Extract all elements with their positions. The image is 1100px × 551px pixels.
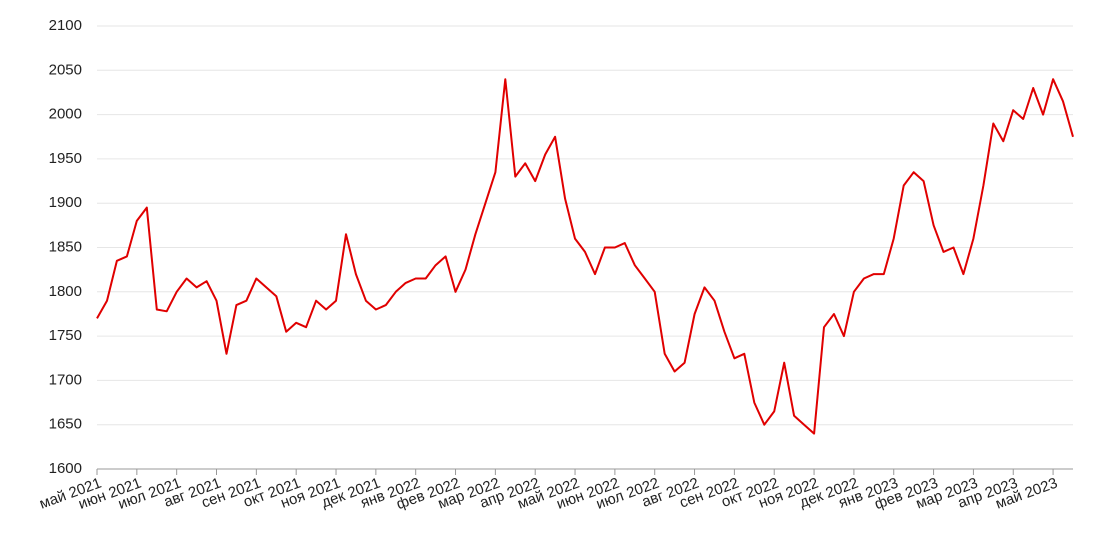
y-tick-label: 2000: [49, 106, 82, 123]
y-tick-label: 2050: [49, 61, 82, 78]
y-tick-label: 2100: [49, 17, 82, 34]
y-tick-label: 1700: [49, 371, 82, 388]
price-line: [96, 78, 1074, 435]
y-tick-label: 1900: [49, 194, 82, 211]
y-tick-label: 1850: [49, 238, 82, 255]
y-tick-label: 1800: [49, 283, 82, 300]
y-tick-label: 1750: [49, 327, 82, 344]
y-tick-label: 1950: [49, 150, 82, 167]
y-tick-label: 1600: [49, 460, 82, 477]
y-tick-label: 1650: [49, 416, 82, 433]
